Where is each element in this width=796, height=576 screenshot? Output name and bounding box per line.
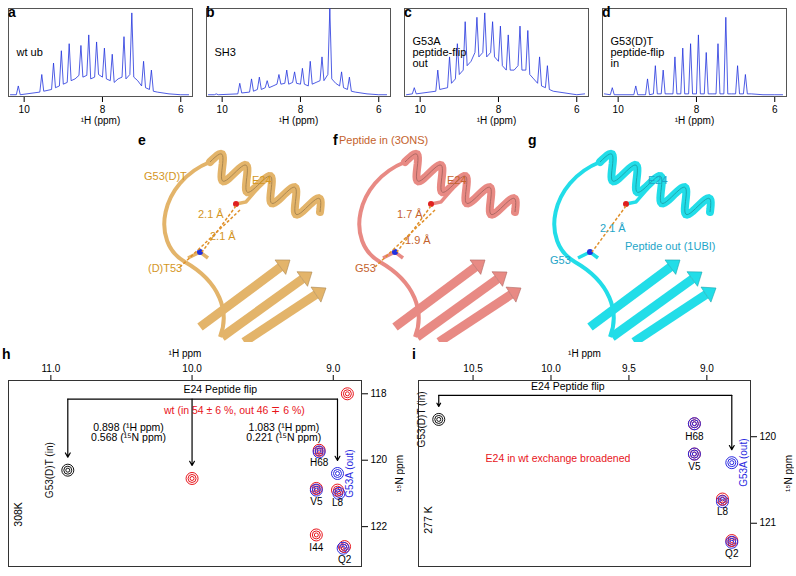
svg-text:1.7 Å: 1.7 Å — [397, 208, 423, 220]
svg-text:E24: E24 — [648, 174, 668, 186]
svg-text:wt ub: wt ub — [16, 46, 43, 58]
svg-text:10.5: 10.5 — [463, 363, 483, 374]
svg-text:10: 10 — [415, 104, 427, 115]
svg-text:V5: V5 — [310, 496, 323, 507]
svg-text:Peptide out (1UBI): Peptide out (1UBI) — [625, 240, 716, 252]
svg-text:¹H ppm: ¹H ppm — [568, 348, 601, 359]
svg-text:308K: 308K — [12, 502, 24, 527]
svg-text:I44: I44 — [309, 542, 323, 553]
svg-text:G53Apeptide-flipout: G53Apeptide-flipout — [413, 35, 467, 69]
svg-text:¹H (ppm): ¹H (ppm) — [279, 115, 318, 126]
html-text:c: c — [404, 4, 412, 20]
svg-text:E24: E24 — [447, 174, 467, 186]
svg-text:Q2: Q2 — [725, 548, 739, 559]
svg-text:121: 121 — [760, 517, 777, 528]
svg-text:¹⁵N ppm: ¹⁵N ppm — [394, 455, 405, 492]
svg-text:120: 120 — [760, 431, 777, 442]
svg-text:277 K: 277 K — [422, 506, 434, 533]
svg-text:120: 120 — [371, 454, 388, 465]
svg-text:(D)T53: (D)T53 — [148, 262, 182, 274]
svg-text:H68: H68 — [310, 457, 329, 468]
html-text:f: f — [333, 132, 338, 148]
svg-text:SH3: SH3 — [215, 46, 236, 58]
svg-text:122: 122 — [371, 521, 388, 532]
svg-text:L8: L8 — [332, 497, 344, 508]
svg-text:118: 118 — [371, 388, 387, 399]
html-text:d: d — [602, 4, 611, 20]
svg-text:9.0: 9.0 — [700, 363, 714, 374]
svg-text:8: 8 — [694, 104, 700, 115]
svg-text:10: 10 — [217, 104, 229, 115]
svg-text:H68: H68 — [685, 431, 704, 442]
svg-text:10: 10 — [613, 104, 625, 115]
svg-text:E24 in wt exchange broadened: E24 in wt exchange broadened — [486, 452, 631, 464]
svg-text:6: 6 — [772, 104, 778, 115]
svg-text:6: 6 — [574, 104, 580, 115]
svg-text:9.5: 9.5 — [622, 363, 636, 374]
html-text:h: h — [2, 346, 11, 362]
html-text:a: a — [8, 4, 16, 20]
svg-text:8: 8 — [496, 104, 502, 115]
svg-text:G53(D)T (in): G53(D)T (in) — [44, 442, 55, 498]
svg-text:L8: L8 — [717, 506, 729, 517]
svg-text:E24: E24 — [252, 174, 272, 186]
svg-text:¹H (ppm): ¹H (ppm) — [675, 115, 714, 126]
svg-text:G53A (out): G53A (out) — [344, 449, 355, 497]
svg-text:Q2: Q2 — [338, 554, 352, 565]
svg-text:10: 10 — [19, 104, 31, 115]
svg-text:2.1 Å: 2.1 Å — [600, 222, 626, 234]
svg-text:8: 8 — [100, 104, 106, 115]
svg-text:Peptide in (3ONS): Peptide in (3ONS) — [339, 134, 428, 146]
svg-text:G53(D)T (in): G53(D)T (in) — [416, 391, 427, 447]
svg-text:E24 Peptide flip: E24 Peptide flip — [531, 380, 605, 392]
svg-text:10.0: 10.0 — [541, 363, 561, 374]
svg-text:11.0: 11.0 — [41, 363, 60, 374]
svg-text:1.083 (¹H ppm)0.221 (¹⁵N ppm): 1.083 (¹H ppm)0.221 (¹⁵N ppm) — [246, 421, 321, 444]
svg-text:2.1 Å: 2.1 Å — [198, 208, 224, 220]
svg-text:¹⁵N ppm: ¹⁵N ppm — [783, 455, 794, 492]
svg-text:¹H (ppm): ¹H (ppm) — [477, 115, 516, 126]
svg-text:9.0: 9.0 — [326, 363, 340, 374]
html-text:e: e — [138, 132, 146, 148]
svg-text:8: 8 — [298, 104, 304, 115]
svg-text:1.9 Å: 1.9 Å — [405, 234, 431, 246]
svg-text:G53: G53 — [355, 262, 376, 274]
html-text:i: i — [412, 346, 416, 362]
svg-text:0.898 (¹H ppm)0.568 (¹⁵N ppm): 0.898 (¹H ppm)0.568 (¹⁵N ppm) — [91, 421, 166, 444]
svg-text:G53(D)Tpeptide-flipin: G53(D)Tpeptide-flipin — [611, 35, 665, 69]
svg-text:2.1 Å: 2.1 Å — [210, 230, 236, 242]
svg-text:6: 6 — [376, 104, 382, 115]
svg-text:G53(D)T: G53(D)T — [144, 170, 187, 182]
svg-text:V5: V5 — [688, 461, 701, 472]
svg-text:G53: G53 — [550, 254, 571, 266]
svg-text:¹H ppm: ¹H ppm — [169, 348, 202, 359]
svg-text:E24 Peptide flip: E24 Peptide flip — [184, 383, 258, 395]
html-text:g: g — [528, 132, 537, 148]
svg-text:6: 6 — [178, 104, 184, 115]
svg-text:G53A (out): G53A (out) — [738, 439, 749, 487]
svg-text:wt (in 54 ± 6 %, out 46 ∓ 6 %): wt (in 54 ± 6 %, out 46 ∓ 6 %) — [163, 404, 305, 416]
svg-text:¹H (ppm): ¹H (ppm) — [81, 115, 120, 126]
svg-text:10.0: 10.0 — [182, 363, 202, 374]
html-text:b: b — [206, 4, 215, 20]
